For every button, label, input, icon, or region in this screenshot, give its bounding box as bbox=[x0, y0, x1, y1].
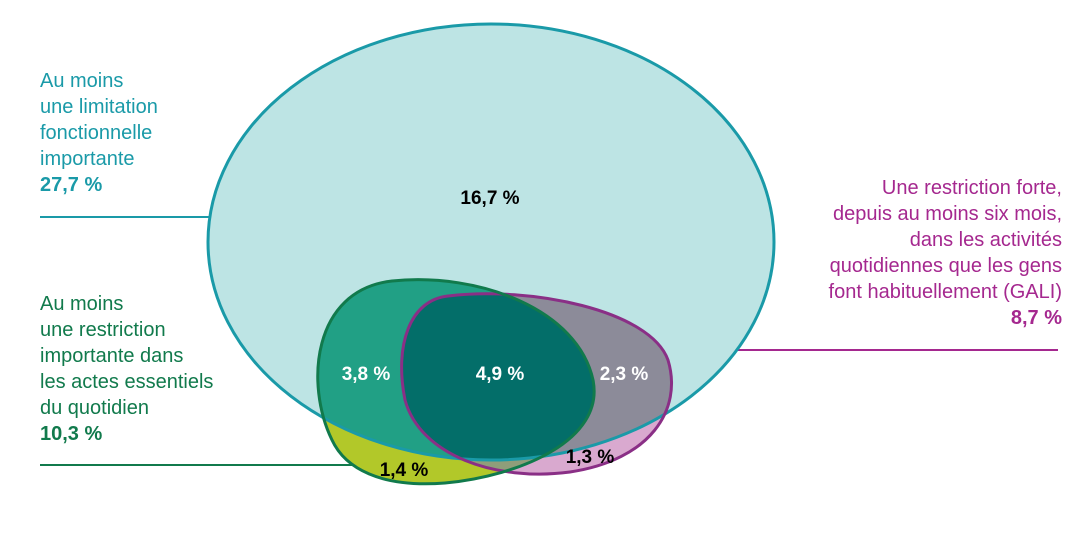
gali-label-line: font habituellement (GALI) bbox=[828, 281, 1062, 303]
value-limitation-restriction: 3,8 % bbox=[342, 364, 391, 385]
restriction-label-line: importante dans bbox=[40, 345, 184, 367]
restriction-label-line: Au moins bbox=[40, 293, 124, 315]
gali-label-line: dans les activités bbox=[909, 229, 1062, 251]
limitation-label: Au moins une limitation fonctionnelle im… bbox=[40, 68, 158, 198]
gali-percentage: 8,7 % bbox=[1010, 307, 1062, 329]
value-all-three: 4,9 % bbox=[476, 364, 525, 385]
gali-label-line: depuis au moins six mois, bbox=[833, 203, 1062, 225]
gali-label-line: quotidiennes que les gens bbox=[829, 255, 1062, 277]
limitation-percentage: 27,7 % bbox=[40, 174, 103, 196]
limitation-outline bbox=[206, 22, 776, 462]
limitation-label-line: importante bbox=[40, 148, 135, 170]
limitation-label-line: une limitation bbox=[40, 96, 158, 118]
value-limitation-gali: 2,3 % bbox=[600, 364, 649, 385]
restriction-label-line: les actes essentiels bbox=[40, 371, 214, 393]
restriction-label-line: une restriction bbox=[40, 319, 166, 341]
limitation-label-line: fonctionnelle bbox=[40, 122, 153, 144]
restriction-percentage: 10,3 % bbox=[40, 423, 103, 445]
gali-label: Une restriction forte, depuis au moins s… bbox=[829, 175, 1062, 331]
gali-label-line: Une restriction forte, bbox=[881, 177, 1062, 199]
restriction-outline bbox=[316, 278, 596, 486]
limitation-label-line: Au moins bbox=[40, 70, 124, 92]
all-three-region bbox=[401, 293, 595, 460]
value-gali-only: 1,3 % bbox=[566, 447, 615, 468]
restriction-label: Au moins une restriction importante dans… bbox=[40, 291, 213, 447]
value-limitation-only: 16,7 % bbox=[460, 188, 519, 209]
gali-outline bbox=[400, 292, 673, 476]
value-restriction-only: 1,4 % bbox=[380, 460, 429, 481]
restriction-label-line: du quotidien bbox=[40, 397, 149, 419]
